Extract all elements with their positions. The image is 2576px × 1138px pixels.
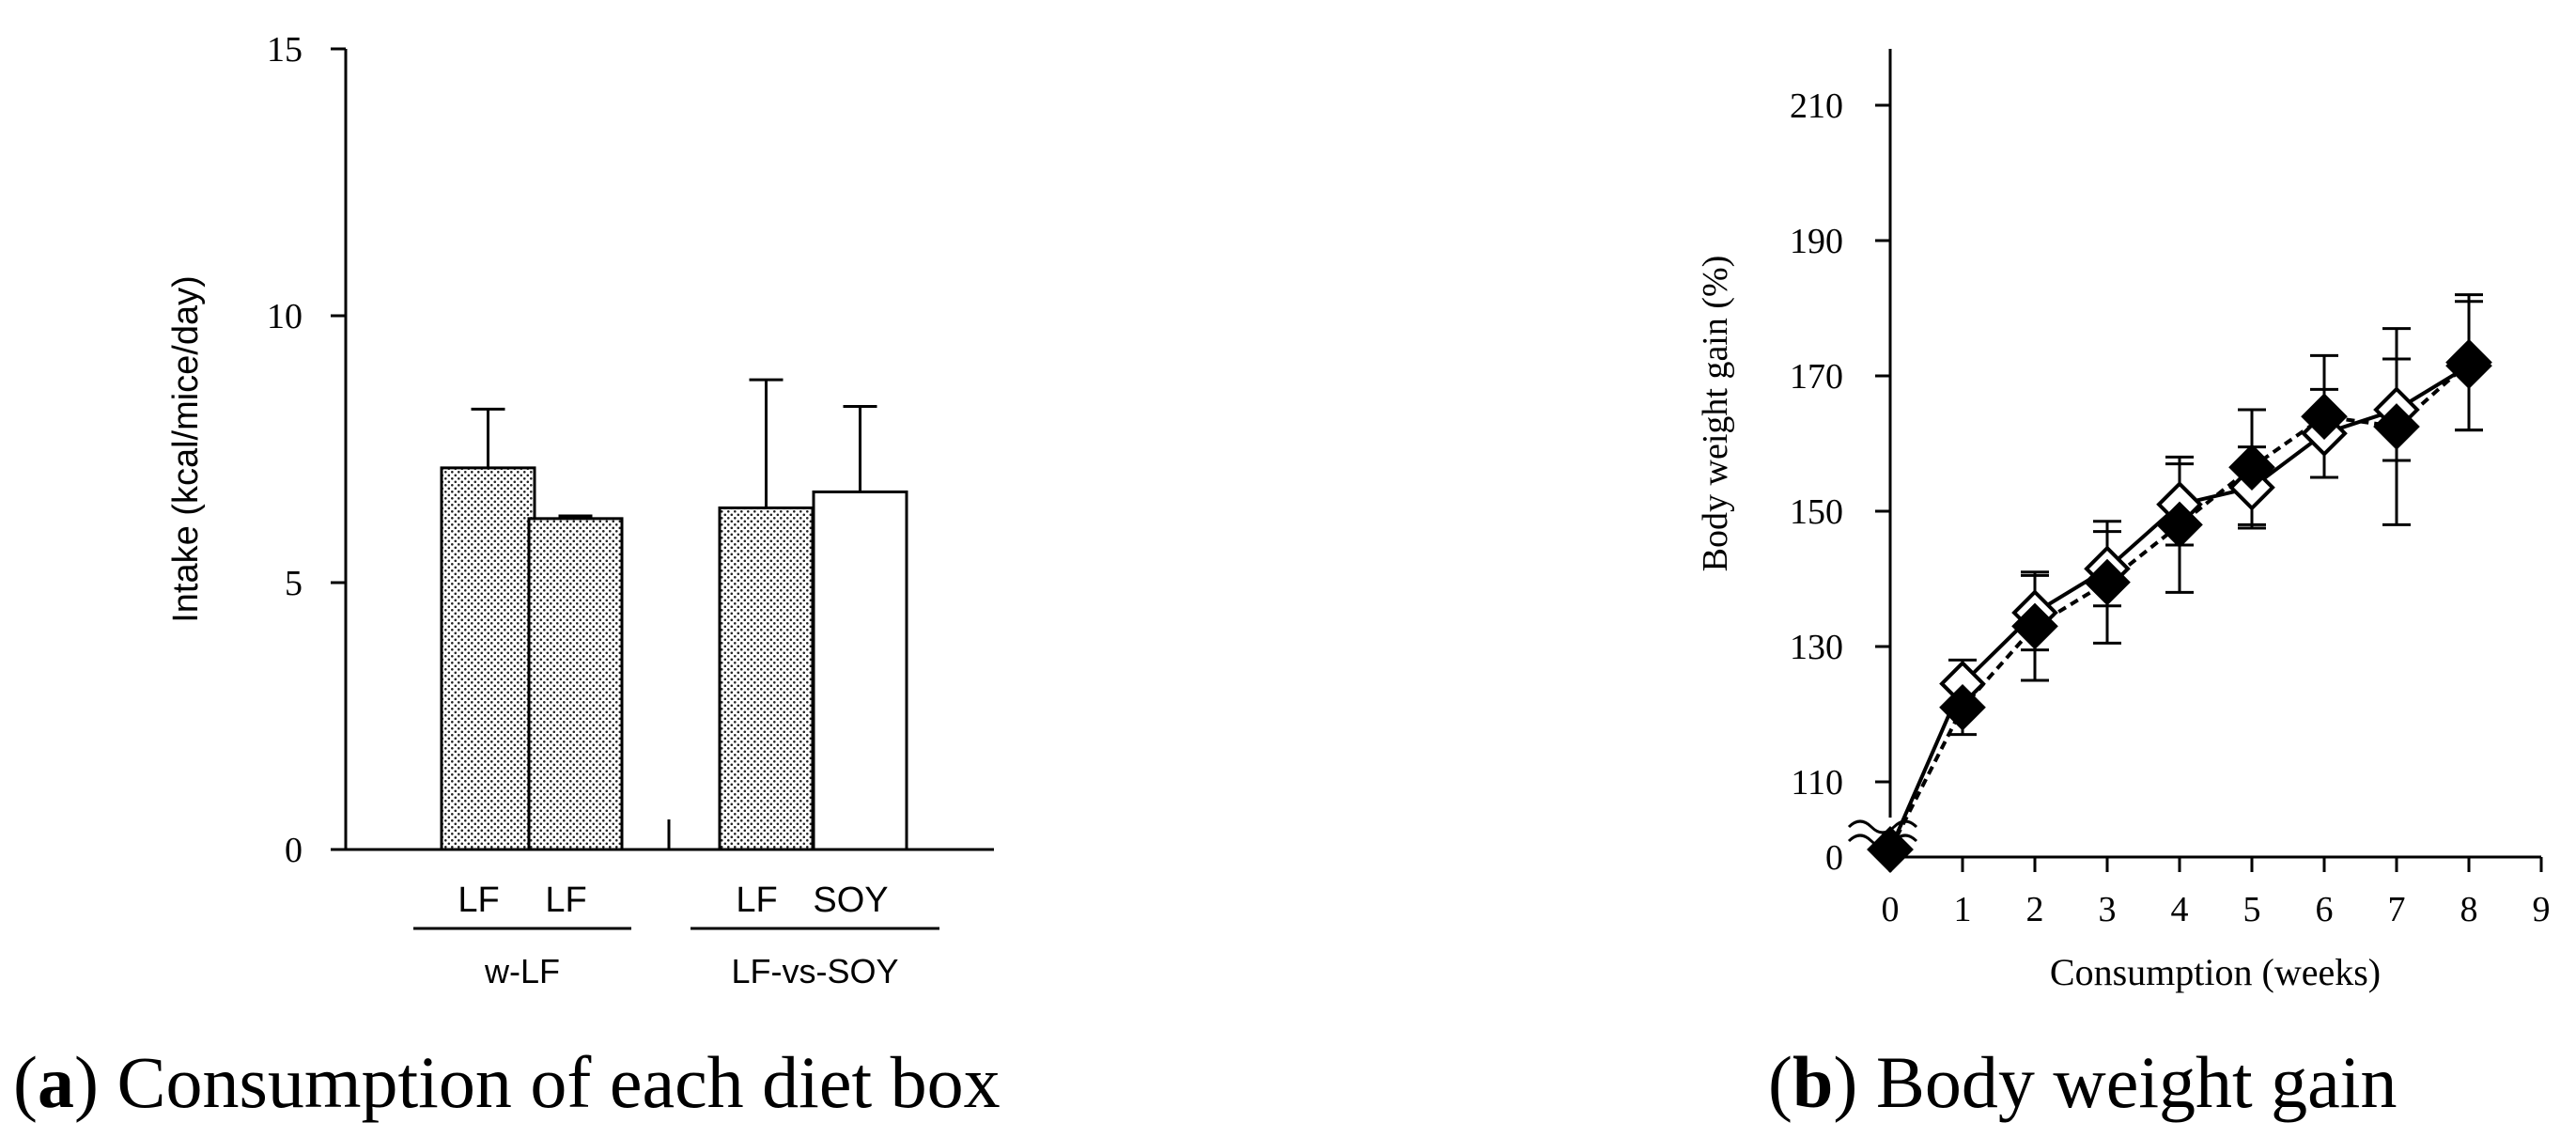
caption-a: (a) Consumption of each diet box — [13, 1041, 1001, 1123]
x-tick-label-b: 1 — [1954, 890, 1972, 929]
x-tick-label-b: 2 — [2026, 890, 2044, 929]
bar-chart-panel-a: 0 5 10 15 LF LF LF SOY w-LF LF-vs-SOY Intake (kc… — [166, 30, 994, 990]
x-category-label-a: LF — [736, 881, 777, 920]
y-tick-label-b: 130 — [1790, 628, 1843, 667]
filled-diamond-marker — [2084, 558, 2131, 606]
y-tick-label-a: 0 — [285, 831, 303, 870]
caption-a-text: ) Consumption of each diet box — [74, 1041, 1001, 1123]
y-tick-label-b: 110 — [1791, 763, 1843, 803]
y-axis-label-a: Intake (kcal/mice/day) — [166, 275, 206, 623]
bar-lf — [527, 517, 624, 851]
x-tick-label-b: 0 — [1882, 890, 1900, 929]
filled-diamond-marker — [2373, 403, 2420, 450]
group-label-a: LF-vs-SOY — [731, 952, 898, 990]
filled-diamond-marker — [2156, 501, 2203, 549]
x-category-label-a: SOY — [813, 881, 888, 920]
x-tick-label-b: 7 — [2388, 890, 2406, 929]
x-tick-label-b: 8 — [2460, 890, 2478, 929]
filled-diamond-marker — [2445, 338, 2492, 386]
x-axis-label-b: Consumption (weeks) — [2050, 951, 2381, 993]
y-tick-label-b: 170 — [1790, 357, 1843, 397]
filled-diamond-marker — [2011, 602, 2058, 650]
series-line — [1888, 364, 2471, 850]
y-tick-label-b: 210 — [1790, 86, 1843, 126]
y-break-label-b: 0 — [1825, 838, 1843, 878]
filled-diamond-marker — [2228, 444, 2275, 491]
series-open-diamonds — [1888, 300, 2483, 850]
y-tick-label-a: 10 — [267, 297, 303, 336]
bar-soy — [812, 490, 908, 851]
caption-a-letter: a — [38, 1041, 74, 1123]
caption-b: (b) Body weight gain — [1768, 1041, 2397, 1123]
bar-lf — [718, 506, 815, 851]
x-tick-label-b: 6 — [2316, 890, 2334, 929]
x-category-label-a: LF — [458, 881, 499, 920]
line-chart-panel-b: 110 130 150 170 190 210 00 1 2 3 4 5 6 7 8 9 Consumptio… — [1696, 49, 2551, 993]
x-tick-label-b: 9 — [2533, 890, 2551, 929]
group-label-a: w-LF — [484, 952, 560, 990]
caption-b-text: ) Body weight gain — [1833, 1041, 2397, 1123]
y-tick-label-b: 150 — [1790, 492, 1843, 532]
y-axis-label-b: Body weight gain (%) — [1696, 256, 1735, 572]
filled-diamond-marker — [2301, 393, 2348, 441]
series-filled-diamonds — [1888, 293, 2483, 850]
caption-b-letter: b — [1792, 1041, 1833, 1123]
y-tick-label-a: 15 — [267, 30, 303, 70]
y-tick-label-a: 5 — [285, 564, 303, 603]
x-category-label-a: LF — [545, 881, 586, 920]
y-tick-label-b: 190 — [1790, 222, 1843, 261]
bar-lf — [440, 466, 536, 851]
x-tick-label-b: 3 — [2099, 890, 2117, 929]
filled-diamond-marker — [1939, 683, 1986, 731]
filled-diamond-marker — [1867, 826, 1914, 873]
x-tick-label-b: 5 — [2243, 890, 2261, 929]
x-tick-label-b: 4 — [2171, 890, 2189, 929]
